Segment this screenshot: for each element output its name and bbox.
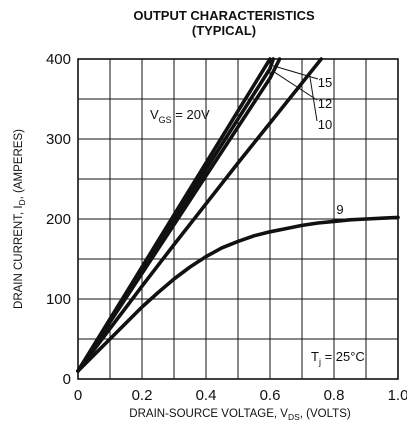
leader-line-15 [272, 65, 319, 80]
x-tick-label: 0.4 [196, 387, 217, 404]
chart-subtitle: (TYPICAL) [192, 23, 256, 38]
y-tick-label: 300 [46, 131, 71, 148]
series-label-9: 9 [336, 202, 343, 217]
series-label-12: 12 [318, 96, 332, 111]
y-tick-label: 0 [63, 371, 71, 388]
x-tick-label: 0.2 [132, 387, 153, 404]
series-label-10: 10 [318, 117, 332, 132]
y-tick-label: 100 [46, 291, 71, 308]
y-tick-label: 400 [46, 51, 71, 68]
x-tick-label: 0.8 [324, 387, 345, 404]
junction-temperature-annotation: Tj = 25°C [311, 349, 365, 367]
series-label-vgs-20v: VGS = 20V [150, 107, 210, 125]
y-tick-label: 200 [46, 211, 71, 228]
curve-10 [76, 57, 323, 373]
leader-line-10 [309, 75, 318, 122]
tick-labels: 0 0.2 0.4 0.6 0.8 1.0 0 100 200 300 400 [46, 51, 407, 404]
chart-title: OUTPUT CHARACTERISTICS [133, 8, 315, 23]
leader-line-12 [274, 72, 318, 101]
x-tick-label: 0.6 [260, 387, 281, 404]
y-axis-label: DRAIN CURRENT, ID, (AMPERES) [13, 129, 27, 309]
x-tick-label: 1.0 [388, 387, 407, 404]
curve-9 [76, 215, 400, 373]
label-leaders [272, 65, 319, 122]
series-label-15: 15 [318, 75, 332, 90]
curves [76, 57, 400, 373]
curve-12 [76, 57, 282, 373]
x-axis-label: DRAIN-SOURCE VOLTAGE, VDS, (VOLTS) [129, 408, 351, 422]
plot-frame [77, 58, 399, 380]
x-tick-label: 0 [74, 387, 82, 404]
